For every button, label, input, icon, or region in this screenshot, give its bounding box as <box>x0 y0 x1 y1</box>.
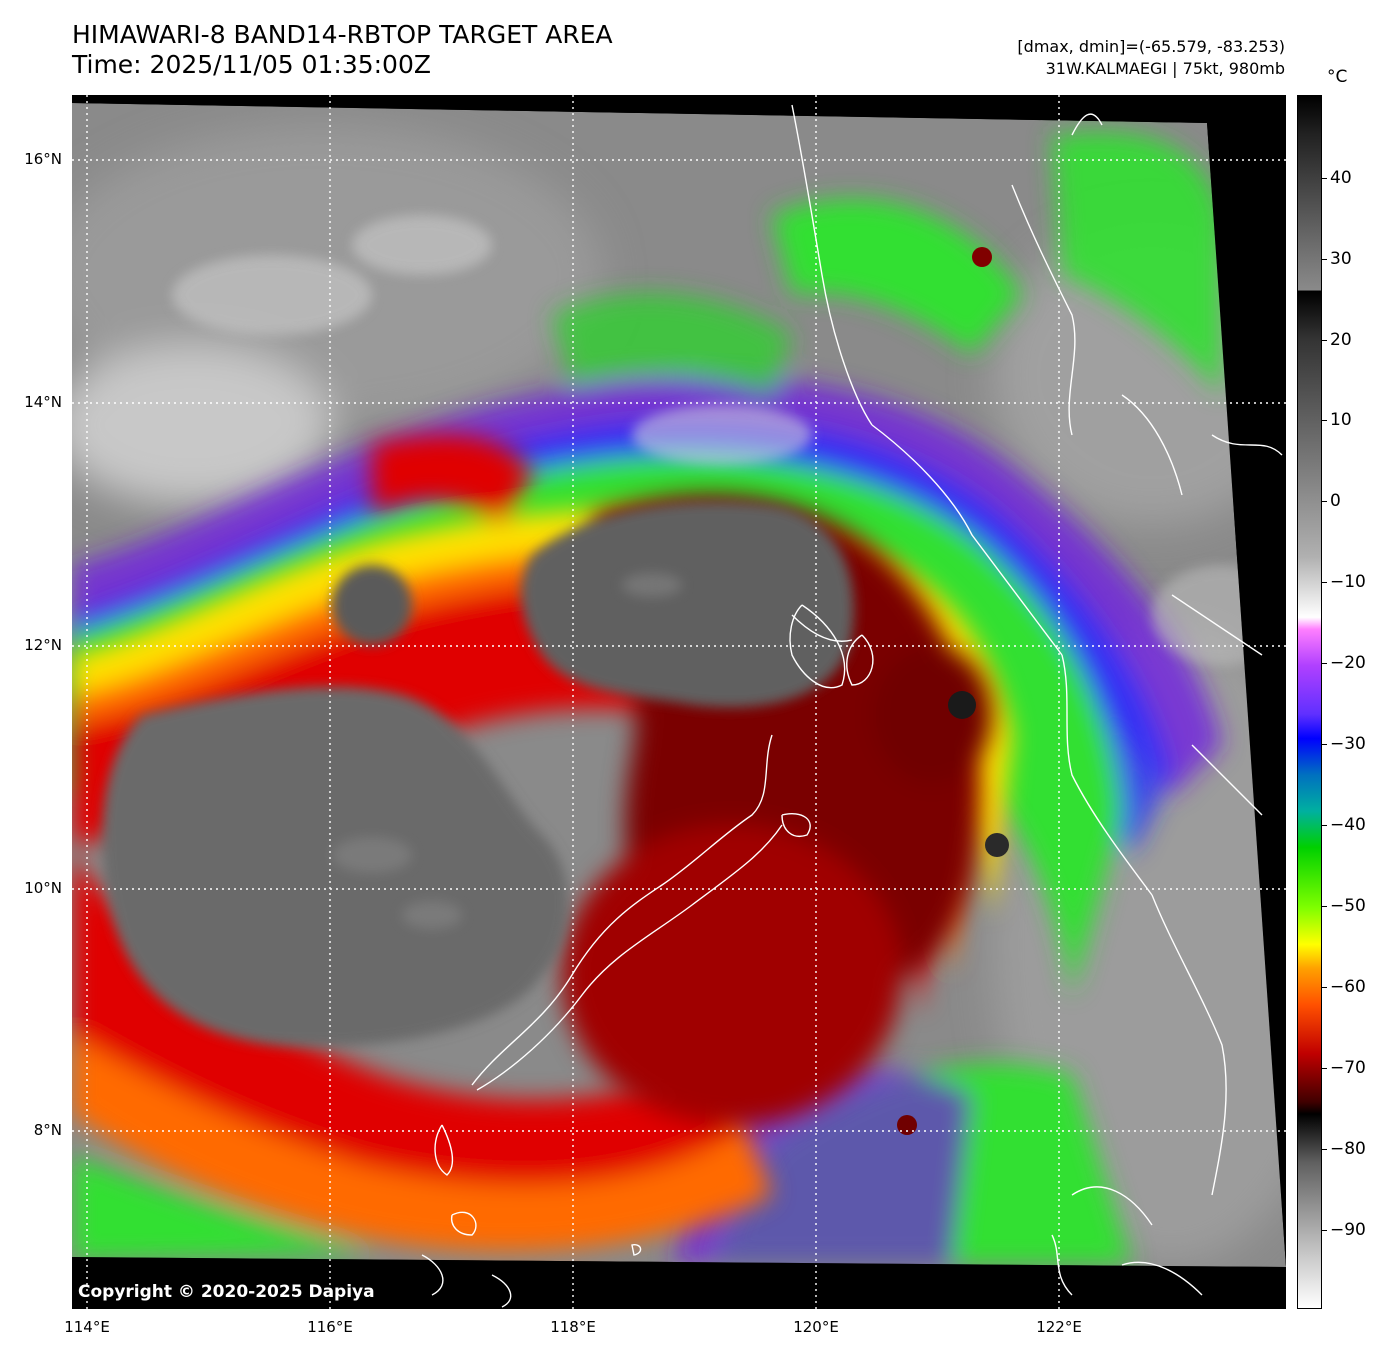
colorbar-tick: 10 <box>1330 410 1352 430</box>
colorbar-tick: −30 <box>1330 734 1366 754</box>
copyright-label: Copyright © 2020-2025 Dapiya <box>78 1282 375 1302</box>
colorbar-unit: °C <box>1327 67 1348 87</box>
colorbar-tick: −90 <box>1330 1220 1366 1240</box>
satellite-image: Copyright © 2020-2025 Dapiya <box>72 95 1286 1309</box>
colorbar-tick: −60 <box>1330 977 1366 997</box>
colorbar-tick: 30 <box>1330 249 1352 269</box>
lon-label-114: 114°E <box>64 1318 110 1336</box>
range-label: [dmax, dmin]=(-65.579, -83.253) <box>1017 37 1285 56</box>
lon-label-122: 122°E <box>1036 1318 1082 1336</box>
colorbar-tick: −80 <box>1330 1139 1366 1159</box>
figure-time: Time: 2025/11/05 01:35:00Z <box>72 50 431 79</box>
lon-label-118: 118°E <box>550 1318 596 1336</box>
colorbar <box>1297 95 1322 1309</box>
colorbar-tick: −70 <box>1330 1058 1366 1078</box>
colorbar-tick: −50 <box>1330 896 1366 916</box>
colorbar-tick: −10 <box>1330 572 1366 592</box>
lat-label-10: 10°N <box>24 879 62 897</box>
colorbar-tick: −20 <box>1330 653 1366 673</box>
lat-label-12: 12°N <box>24 636 62 654</box>
colorbar-tick: 0 <box>1330 491 1341 511</box>
lon-label-116: 116°E <box>307 1318 353 1336</box>
storm-label: 31W.KALMAEGI | 75kt, 980mb <box>1045 59 1285 78</box>
colorbar-tick: 40 <box>1330 168 1352 188</box>
figure-title: HIMAWARI-8 BAND14-RBTOP TARGET AREA <box>72 20 613 49</box>
lat-label-14: 14°N <box>24 393 62 411</box>
colorbar-tick: 20 <box>1330 330 1352 350</box>
lat-label-8: 8°N <box>33 1121 62 1139</box>
lon-label-120: 120°E <box>793 1318 839 1336</box>
colorbar-tick: −40 <box>1330 815 1366 835</box>
lat-label-16: 16°N <box>24 150 62 168</box>
